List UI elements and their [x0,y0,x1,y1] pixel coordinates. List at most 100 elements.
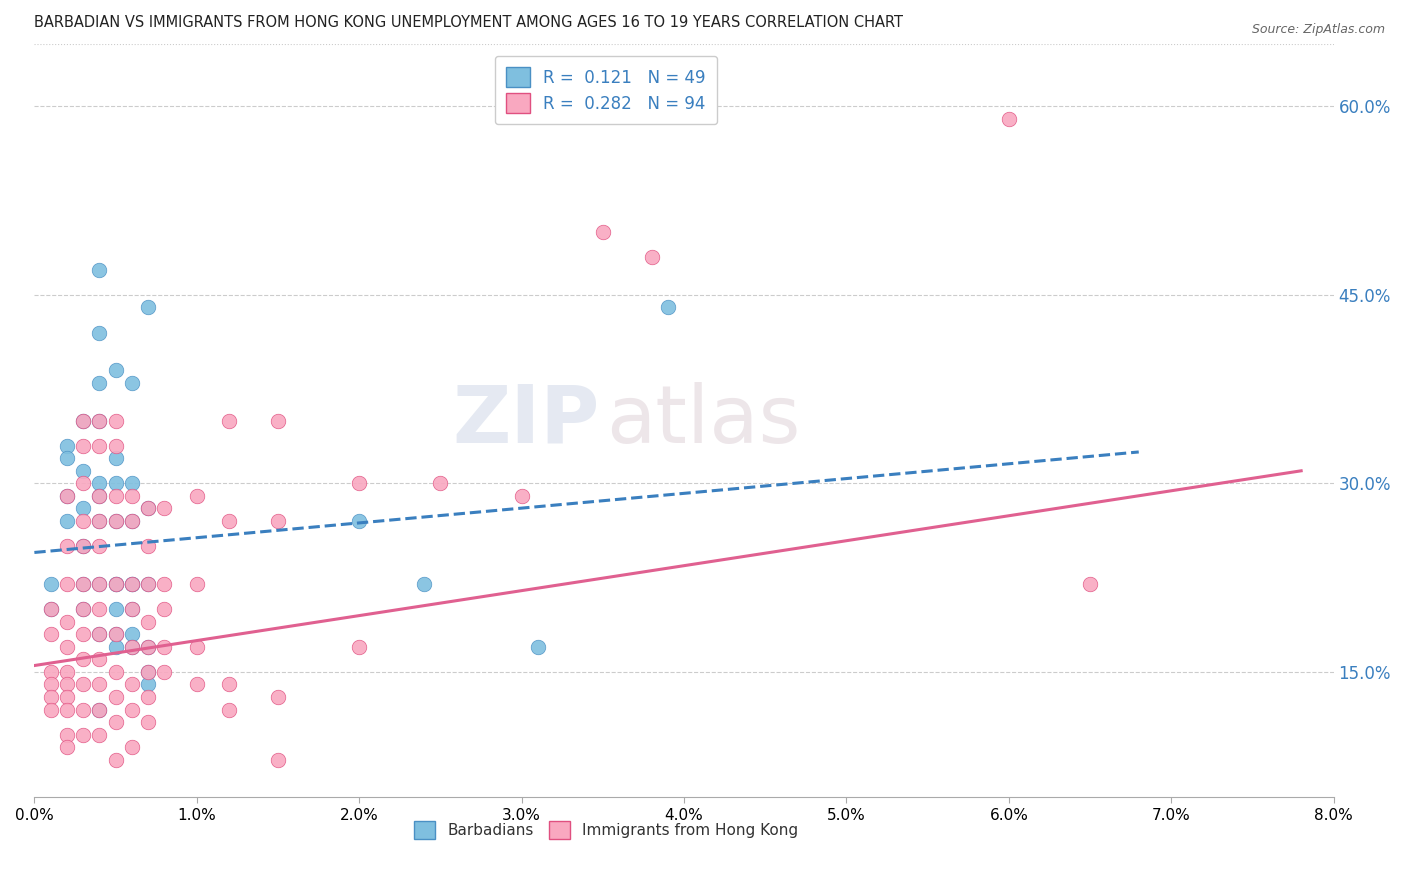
Point [121,740,143,755]
Point [121,702,143,716]
Point [136,640,159,654]
Point [39,627,62,641]
Point [72,501,94,516]
Point [136,690,159,704]
Point [121,577,143,591]
Point [56,677,79,691]
Point [89,376,111,390]
Point [657,301,679,315]
Point [89,577,111,591]
Point [136,665,159,679]
Point [72,439,94,453]
Point [104,476,127,491]
Point [89,326,111,340]
Point [39,702,62,716]
Point [104,413,127,427]
Point [153,501,176,516]
Point [104,439,127,453]
Point [72,476,94,491]
Point [56,489,79,503]
Point [998,112,1021,126]
Point [347,476,370,491]
Point [72,539,94,553]
Point [136,301,159,315]
Point [1078,577,1101,591]
Point [510,489,533,503]
Point [56,728,79,742]
Point [104,602,127,616]
Point [186,677,208,691]
Point [186,640,208,654]
Point [56,451,79,466]
Point [121,514,143,528]
Point [56,740,79,755]
Point [136,501,159,516]
Point [267,413,290,427]
Point [89,413,111,427]
Point [72,577,94,591]
Point [592,225,614,239]
Point [136,539,159,553]
Point [89,577,111,591]
Point [72,677,94,691]
Point [56,514,79,528]
Point [136,577,159,591]
Point [72,652,94,666]
Text: Source: ZipAtlas.com: Source: ZipAtlas.com [1251,23,1385,37]
Point [56,690,79,704]
Point [104,627,127,641]
Point [39,602,62,616]
Point [121,640,143,654]
Point [56,702,79,716]
Point [136,615,159,629]
Text: atlas: atlas [606,382,800,459]
Point [56,577,79,591]
Point [104,753,127,767]
Point [121,514,143,528]
Point [89,413,111,427]
Point [153,602,176,616]
Point [121,602,143,616]
Point [104,514,127,528]
Point [72,702,94,716]
Point [72,413,94,427]
Point [640,250,662,264]
Point [218,702,240,716]
Point [72,602,94,616]
Point [89,489,111,503]
Point [136,577,159,591]
Point [72,539,94,553]
Point [121,577,143,591]
Point [267,514,290,528]
Point [104,514,127,528]
Point [72,413,94,427]
Point [218,413,240,427]
Point [136,501,159,516]
Point [89,539,111,553]
Point [121,489,143,503]
Point [89,602,111,616]
Point [89,652,111,666]
Point [39,677,62,691]
Point [72,577,94,591]
Point [104,640,127,654]
Point [136,714,159,729]
Point [39,602,62,616]
Point [121,602,143,616]
Point [347,514,370,528]
Point [39,690,62,704]
Point [121,677,143,691]
Point [72,464,94,478]
Point [56,439,79,453]
Point [89,476,111,491]
Point [267,690,290,704]
Point [104,714,127,729]
Point [56,615,79,629]
Point [89,439,111,453]
Point [56,539,79,553]
Point [89,262,111,277]
Point [121,627,143,641]
Point [56,665,79,679]
Text: ZIP: ZIP [453,382,599,459]
Point [89,728,111,742]
